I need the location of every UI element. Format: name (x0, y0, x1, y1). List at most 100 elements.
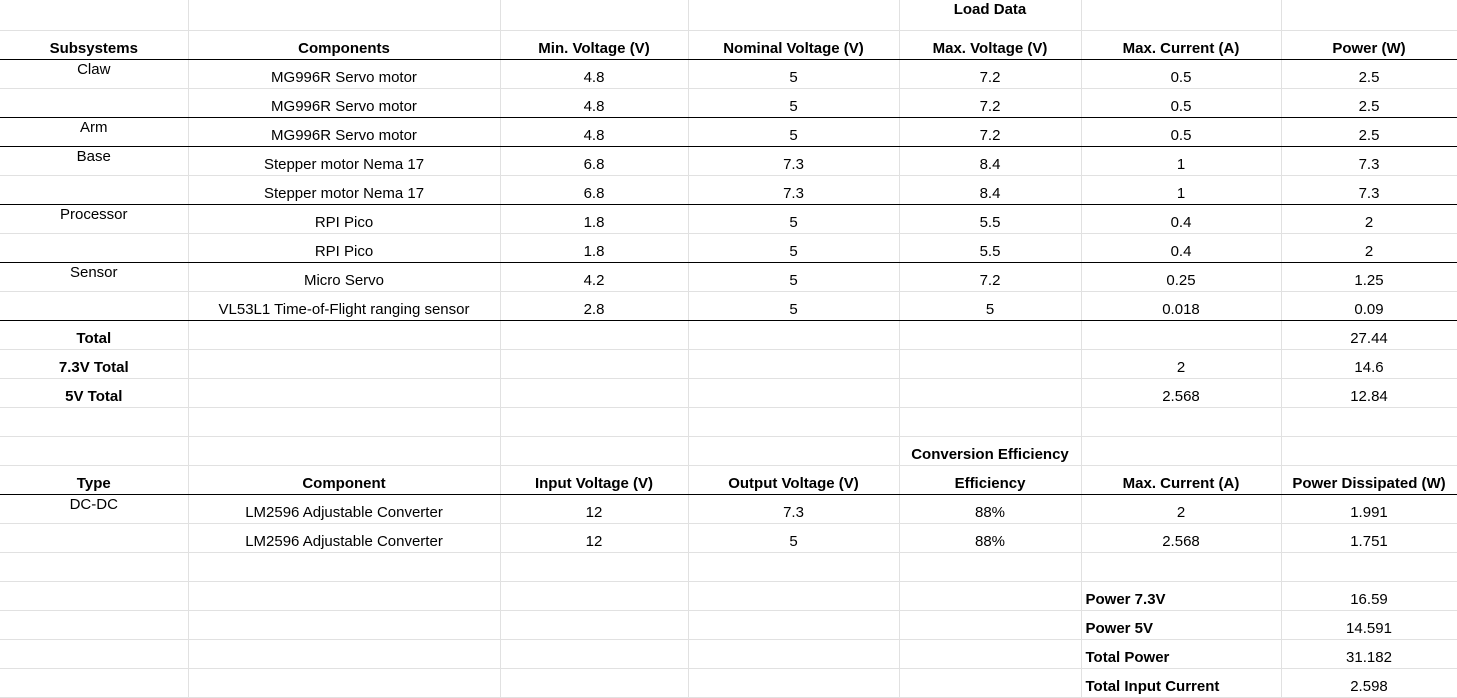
summary-value[interactable]: 14.591 (1281, 610, 1457, 640)
value-cell[interactable]: 6.8 (500, 146, 689, 176)
value-cell[interactable]: 7.2 (899, 262, 1082, 292)
component-cell[interactable]: Micro Servo (188, 262, 501, 292)
cell[interactable] (500, 0, 689, 31)
value-cell[interactable]: 2 (1081, 494, 1282, 524)
type-cell[interactable] (0, 523, 189, 553)
subsystem-cell[interactable] (0, 233, 189, 263)
header-power-dissipated[interactable]: Power Dissipated (W) (1281, 465, 1457, 495)
subsystem-cell[interactable]: Base (0, 146, 189, 176)
header-output-voltage[interactable]: Output Voltage (V) (688, 465, 900, 495)
cell[interactable] (188, 581, 501, 611)
value-cell[interactable]: 7.2 (899, 88, 1082, 118)
cell[interactable] (899, 378, 1082, 408)
header-nominal-voltage[interactable]: Nominal Voltage (V) (688, 30, 900, 60)
value-cell[interactable]: 4.8 (500, 59, 689, 89)
cell[interactable] (500, 581, 689, 611)
summary-value[interactable]: 2.598 (1281, 668, 1457, 698)
value-cell[interactable]: 5.5 (899, 233, 1082, 263)
total-label[interactable]: 7.3V Total (0, 349, 189, 379)
component-cell[interactable]: RPI Pico (188, 233, 501, 263)
cell[interactable] (188, 378, 501, 408)
cell[interactable] (500, 668, 689, 698)
header-max-voltage[interactable]: Max. Voltage (V) (899, 30, 1082, 60)
value-cell[interactable]: 0.25 (1081, 262, 1282, 292)
component-cell[interactable]: MG996R Servo motor (188, 88, 501, 118)
cell[interactable] (188, 0, 501, 31)
value-cell[interactable]: 2.568 (1081, 523, 1282, 553)
value-cell[interactable]: 8.4 (899, 146, 1082, 176)
cell[interactable] (688, 639, 900, 669)
subsystem-cell[interactable]: Processor (0, 204, 189, 234)
value-cell[interactable]: 2.5 (1281, 59, 1457, 89)
value-cell[interactable]: 1 (1081, 146, 1282, 176)
value-cell[interactable]: 5.5 (899, 204, 1082, 234)
header-components[interactable]: Components (188, 30, 501, 60)
total-power[interactable]: 12.84 (1281, 378, 1457, 408)
cell[interactable] (1081, 552, 1282, 582)
cell[interactable] (188, 349, 501, 379)
header-input-voltage[interactable]: Input Voltage (V) (500, 465, 689, 495)
value-cell[interactable]: 0.5 (1081, 88, 1282, 118)
cell[interactable] (0, 407, 189, 437)
total-current[interactable]: 2 (1081, 349, 1282, 379)
header-power[interactable]: Power (W) (1281, 30, 1457, 60)
load-data-title[interactable]: Load Data (899, 0, 1082, 31)
cell[interactable] (1281, 436, 1457, 466)
subsystem-cell[interactable] (0, 175, 189, 205)
cell[interactable] (188, 436, 501, 466)
value-cell[interactable]: 8.4 (899, 175, 1082, 205)
value-cell[interactable]: 7.3 (1281, 175, 1457, 205)
total-current[interactable] (1081, 320, 1282, 350)
value-cell[interactable]: 0.4 (1081, 233, 1282, 263)
subsystem-cell[interactable] (0, 88, 189, 118)
header-min-voltage[interactable]: Min. Voltage (V) (500, 30, 689, 60)
value-cell[interactable]: 5 (688, 59, 900, 89)
cell[interactable] (500, 610, 689, 640)
value-cell[interactable]: 7.2 (899, 117, 1082, 147)
value-cell[interactable]: 1.991 (1281, 494, 1457, 524)
value-cell[interactable]: 4.8 (500, 88, 689, 118)
cell[interactable] (500, 407, 689, 437)
component-cell[interactable]: Stepper motor Nema 17 (188, 175, 501, 205)
cell[interactable] (688, 378, 900, 408)
summary-label[interactable]: Total Input Current (1081, 668, 1282, 698)
summary-value[interactable]: 31.182 (1281, 639, 1457, 669)
component-cell[interactable]: MG996R Servo motor (188, 117, 501, 147)
component-cell[interactable]: LM2596 Adjustable Converter (188, 523, 501, 553)
cell[interactable] (188, 552, 501, 582)
cell[interactable] (188, 407, 501, 437)
cell[interactable] (899, 610, 1082, 640)
component-cell[interactable]: MG996R Servo motor (188, 59, 501, 89)
cell[interactable] (0, 436, 189, 466)
component-cell[interactable]: RPI Pico (188, 204, 501, 234)
value-cell[interactable]: 1.25 (1281, 262, 1457, 292)
cell[interactable] (500, 639, 689, 669)
cell[interactable] (899, 320, 1082, 350)
type-cell[interactable]: DC-DC (0, 494, 189, 524)
value-cell[interactable]: 2 (1281, 233, 1457, 263)
cell[interactable] (500, 349, 689, 379)
cell[interactable] (688, 552, 900, 582)
cell[interactable] (0, 0, 189, 31)
cell[interactable] (188, 668, 501, 698)
cell[interactable] (899, 668, 1082, 698)
value-cell[interactable]: 2.5 (1281, 117, 1457, 147)
summary-label[interactable]: Power 7.3V (1081, 581, 1282, 611)
value-cell[interactable]: 6.8 (500, 175, 689, 205)
total-power[interactable]: 27.44 (1281, 320, 1457, 350)
conversion-title[interactable]: Conversion Efficiency (899, 436, 1082, 466)
cell[interactable] (899, 552, 1082, 582)
summary-label[interactable]: Total Power (1081, 639, 1282, 669)
cell[interactable] (1081, 436, 1282, 466)
value-cell[interactable]: 1 (1081, 175, 1282, 205)
total-power[interactable]: 14.6 (1281, 349, 1457, 379)
value-cell[interactable]: 7.3 (688, 494, 900, 524)
cell[interactable] (500, 378, 689, 408)
cell[interactable] (0, 581, 189, 611)
total-label[interactable]: Total (0, 320, 189, 350)
value-cell[interactable]: 2.8 (500, 291, 689, 321)
value-cell[interactable]: 0.4 (1081, 204, 1282, 234)
value-cell[interactable]: 2.5 (1281, 88, 1457, 118)
cell[interactable] (1081, 407, 1282, 437)
value-cell[interactable]: 88% (899, 523, 1082, 553)
